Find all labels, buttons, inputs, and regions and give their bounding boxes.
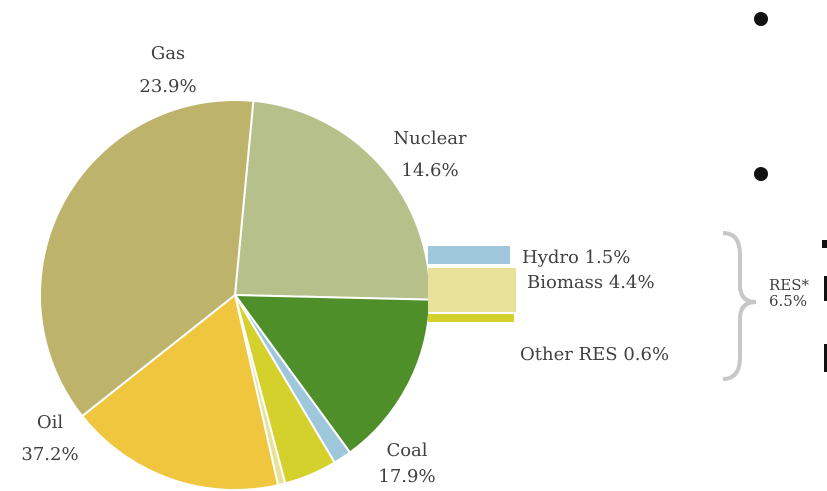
pie-labels: Gas 23.9% Nuclear 14.6% Oil 37.2% Coal 1… — [21, 43, 467, 487]
gas-name-label: Gas — [151, 43, 185, 64]
biomass-value-label: 4.4% — [609, 272, 655, 293]
other-res-value-label: 0.6% — [623, 344, 669, 365]
res-group-label: RES* — [769, 276, 810, 294]
bullet-middle — [754, 167, 768, 181]
oil-slice — [39, 99, 255, 418]
oil-name-label: Oil — [37, 412, 64, 433]
right-edge-mark-2 — [824, 276, 827, 301]
gas-value-label: 23.9% — [139, 76, 196, 97]
renewables-bracket — [722, 231, 757, 381]
other-res-label: Other RES 0.6% — [520, 344, 669, 365]
gas-slice — [233, 99, 431, 301]
biomass-name-label: Biomass — [527, 272, 603, 293]
nuclear-value-label: 14.6% — [401, 160, 458, 181]
other-res-breakout-bar — [428, 314, 514, 322]
coal-value-label: 17.9% — [378, 466, 435, 487]
right-edge-mark-3 — [824, 344, 827, 372]
biomass-breakout-bar — [428, 268, 516, 312]
res-group-value: 6.5% — [769, 292, 807, 310]
hydro-name-label: Hydro — [522, 247, 579, 268]
coal-name-label: Coal — [386, 440, 427, 461]
bullet-top — [754, 12, 768, 26]
hydro-breakout-bar — [428, 246, 510, 264]
nuclear-name-label: Nuclear — [393, 128, 467, 149]
oil-value-label: 37.2% — [21, 444, 78, 465]
hydro-value-label: 1.5% — [585, 247, 631, 268]
pie-slices — [39, 99, 431, 491]
other-res-name-label: Other RES — [520, 344, 618, 365]
coal-slice — [80, 293, 280, 491]
biomass-label: Biomass 4.4% — [527, 272, 655, 293]
right-edge-mark-1 — [822, 240, 827, 248]
hydro-label: Hydro 1.5% — [522, 247, 630, 268]
renewables-breakout: Hydro 1.5% Biomass 4.4% Other RES 0.6% R… — [428, 231, 810, 381]
